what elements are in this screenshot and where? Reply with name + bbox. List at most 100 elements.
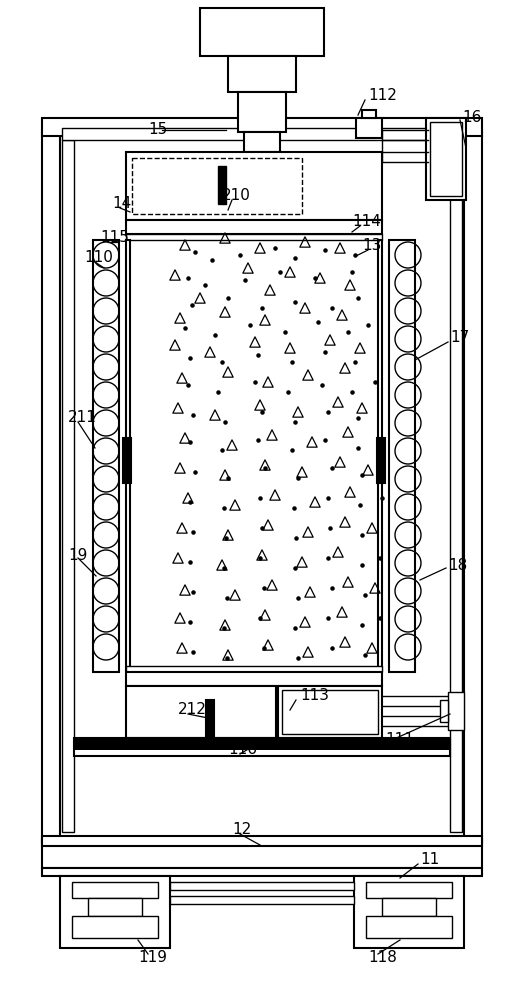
Bar [126,686,276,738]
Point [186,554,194,570]
Bar [378,240,382,670]
Point [218,557,226,573]
Text: 16: 16 [462,110,481,125]
Bar [88,898,142,916]
Text: 13: 13 [362,238,381,253]
Point [228,437,236,453]
Bar [206,700,214,742]
Bar [60,876,170,948]
Point [318,377,326,393]
Point [356,497,364,513]
Point [181,320,189,336]
Point [178,640,186,656]
Point [224,290,232,306]
Point [328,460,336,476]
Bar [389,240,415,672]
Bar [440,700,448,722]
Bar [450,140,462,832]
Point [301,300,309,316]
Point [214,384,222,400]
Point [298,554,306,570]
Point [371,580,379,596]
Point [344,424,352,440]
Point [291,560,299,576]
Point [338,604,346,620]
Bar [200,8,324,56]
Point [376,610,384,626]
Point [324,550,332,566]
Point [371,374,379,390]
Point [224,470,232,486]
Point [324,610,332,626]
Bar [278,686,382,738]
Point [176,610,184,626]
Point [286,340,294,356]
Point [260,580,268,596]
Point [358,527,366,543]
Bar [42,868,482,876]
Point [376,550,384,566]
Point [308,434,316,450]
Point [344,574,352,590]
Bar [382,898,436,916]
Bar [72,882,158,898]
Point [328,580,336,596]
Bar [356,118,382,138]
Point [271,240,279,256]
Point [324,490,332,506]
Point [191,464,199,480]
Point [292,530,300,546]
Point [301,614,309,630]
Point [231,587,239,603]
Point [336,454,344,470]
Point [184,270,192,286]
Point [264,637,272,653]
Point [189,644,197,660]
Point [291,414,299,430]
Point [294,650,302,666]
Point [291,250,299,266]
Point [256,490,264,506]
Point [351,247,359,263]
Bar [170,882,354,890]
Point [258,547,266,563]
Point [341,634,349,650]
Point [294,470,302,486]
Point [258,520,266,536]
Bar [126,220,382,234]
Point [321,432,329,448]
Text: 118: 118 [368,950,397,966]
Point [254,432,262,448]
Point [174,550,182,566]
Point [334,544,342,560]
Point [261,460,269,476]
Point [251,334,259,350]
Bar [42,118,482,136]
Point [254,347,262,363]
Bar [132,158,302,214]
Bar [362,110,376,118]
Text: 210: 210 [222,188,251,202]
Point [221,617,229,633]
Point [364,317,372,333]
Point [348,264,356,280]
Point [358,617,366,633]
Point [174,400,182,416]
Point [261,312,269,328]
Text: 15: 15 [148,122,167,137]
Bar [464,130,482,842]
Point [221,467,229,483]
Point [361,587,369,603]
Point [184,377,192,393]
Point [244,260,252,276]
Bar [126,234,382,240]
Point [288,442,296,458]
Bar [74,738,450,750]
Point [268,577,276,593]
Point [341,514,349,530]
Bar [123,438,131,483]
Point [224,527,232,543]
Point [294,590,302,606]
Point [314,314,322,330]
Text: 114: 114 [352,215,381,230]
